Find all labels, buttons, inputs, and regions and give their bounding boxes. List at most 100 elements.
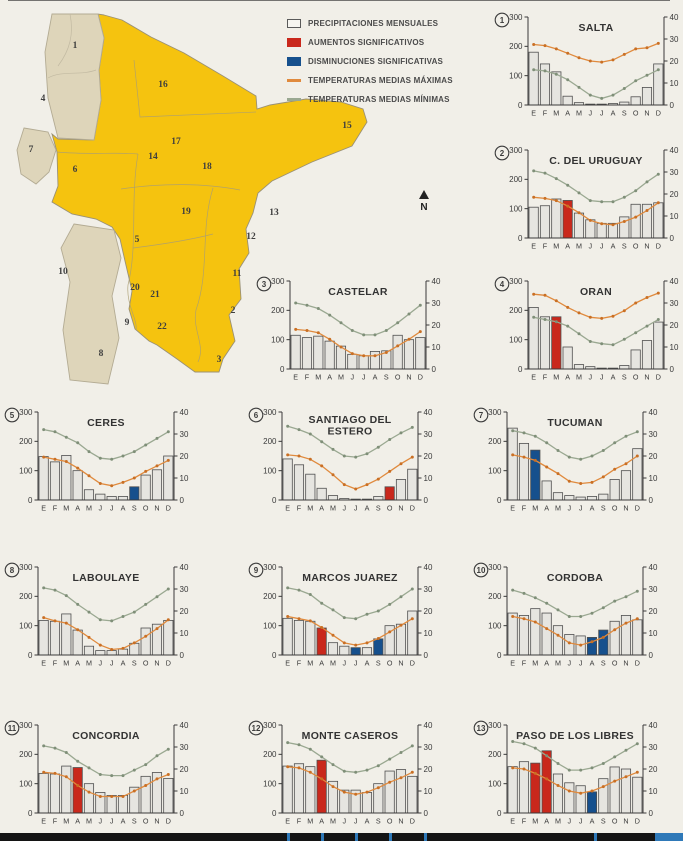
map-station-number: 11 xyxy=(233,269,242,279)
chart-title: CERES xyxy=(87,417,125,429)
month-label: M xyxy=(330,504,336,513)
temp-axis-tick-label: 10 xyxy=(670,79,679,88)
other-region-northwest xyxy=(44,13,105,141)
strip-block xyxy=(655,833,683,841)
precip-bar-decrease xyxy=(530,449,541,501)
precip-bar xyxy=(575,785,586,814)
temp-orange-line xyxy=(533,42,659,63)
temp-axis-tick-label: 0 xyxy=(649,809,654,818)
temp-axis-tick-label: 40 xyxy=(180,563,189,572)
temp-orange-line-dot xyxy=(622,52,626,56)
temp-axis-tick-label: 40 xyxy=(649,408,658,417)
temp-gray-line-dot xyxy=(635,742,639,746)
temp-orange-line-dot xyxy=(634,301,638,305)
temp-gray-line-dot xyxy=(297,588,301,592)
temp-orange-line-dot xyxy=(365,483,369,487)
temp-gray-line-dot xyxy=(342,454,346,458)
temp-orange-line-dot xyxy=(365,641,369,645)
temp-orange-line-dot xyxy=(590,480,594,484)
temp-orange-line-dot xyxy=(144,784,148,787)
map-station-number: 12 xyxy=(246,232,256,242)
precip-bar xyxy=(163,777,174,814)
temp-orange-line xyxy=(287,615,413,646)
temp-gray-line-dot xyxy=(42,428,46,432)
temp-axis-tick-label: 20 xyxy=(649,607,658,616)
temp-axis-tick-label: 10 xyxy=(180,787,189,796)
legend-item-label: TEMPERATURAS MEDIAS MÁXIMAS xyxy=(308,76,453,85)
month-label: E xyxy=(285,817,290,826)
temp-gray-line-dot xyxy=(532,68,536,72)
precip-bar xyxy=(641,340,653,370)
precip-bar xyxy=(373,496,384,501)
station-number: 1 xyxy=(500,16,505,25)
temp-orange-line-dot xyxy=(388,780,392,784)
month-label: M xyxy=(330,817,336,826)
temp-gray-line-dot xyxy=(76,441,80,445)
month-label: E xyxy=(531,373,536,382)
month-label: O xyxy=(612,817,618,826)
precip-bar-increase xyxy=(551,316,562,370)
month-label: F xyxy=(522,504,527,513)
strip-tick xyxy=(424,833,427,841)
temp-orange-line-dot xyxy=(384,351,388,354)
temp-gray-line-dot xyxy=(132,768,136,772)
temp-axis-tick-label: 0 xyxy=(180,809,185,818)
temp-orange-line-dot xyxy=(601,635,605,639)
north-label: N xyxy=(420,202,427,213)
month-label: M xyxy=(553,242,559,251)
precip-axis-tick-label: 300 xyxy=(271,277,285,286)
precip-axis-tick-label: 200 xyxy=(488,437,502,446)
precip-bar xyxy=(551,71,562,106)
temp-gray-line-dot xyxy=(342,616,346,620)
station-number-circle xyxy=(494,145,510,161)
precip-bar xyxy=(106,496,117,501)
temp-gray-line-dot xyxy=(590,454,594,458)
station-number-circle xyxy=(473,720,489,736)
temp-orange-line-dot xyxy=(286,615,290,618)
precip-axis-tick-label: 100 xyxy=(263,779,277,788)
precip-bar-decrease xyxy=(129,486,140,501)
temp-gray-line-dot xyxy=(331,763,335,767)
month-label: M xyxy=(338,373,344,382)
month-label: O xyxy=(143,659,149,668)
temp-orange-line-dot xyxy=(532,195,536,199)
month-label: J xyxy=(600,109,604,118)
temp-orange-line xyxy=(43,456,169,487)
month-label: D xyxy=(166,504,171,513)
temp-gray-line-dot xyxy=(87,450,91,454)
month-label: J xyxy=(589,373,593,382)
temp-orange-line-dot xyxy=(64,775,68,779)
month-label: A xyxy=(544,817,549,826)
precip-axis-tick-label: 0 xyxy=(280,365,285,374)
temp-axis-tick-label: 40 xyxy=(180,721,189,730)
temp-gray-line-dot xyxy=(588,199,592,203)
temp-gray-line-dot xyxy=(297,428,301,432)
temp-gray-line-dot xyxy=(532,315,536,319)
temp-orange-line-dot xyxy=(622,220,626,223)
strip-tick xyxy=(389,833,392,841)
precip-axis-tick-label: 100 xyxy=(19,466,33,475)
legend-item-label: DISMINUCIONES SIGNIFICATIVAS xyxy=(308,57,444,66)
month-label: J xyxy=(99,817,103,826)
temp-gray-line-dot xyxy=(308,593,312,596)
month-label: F xyxy=(297,659,302,668)
month-label: D xyxy=(418,373,423,382)
month-label: D xyxy=(635,817,640,826)
month-label: S xyxy=(622,109,627,118)
temp-orange-line-dot xyxy=(376,477,380,481)
temp-axis-tick-label: 30 xyxy=(180,743,189,752)
temp-axis-tick-label: 20 xyxy=(670,57,679,66)
temp-orange-line xyxy=(43,616,169,651)
precip-bar xyxy=(539,316,551,370)
month-label: O xyxy=(143,817,149,826)
temp-gray-line-dot xyxy=(331,447,335,451)
map-station-number: 4 xyxy=(41,94,46,104)
temp-axis-tick-label: 40 xyxy=(670,13,679,22)
temp-axis-tick-label: 40 xyxy=(180,408,189,417)
month-label: M xyxy=(307,817,313,826)
temp-gray-line-dot xyxy=(624,595,628,599)
precip-axis-tick-label: 300 xyxy=(488,563,502,572)
precip-axis-tick-label: 300 xyxy=(263,563,277,572)
temp-axis-tick-label: 40 xyxy=(424,563,433,572)
precip-axis-tick-label: 200 xyxy=(19,592,33,601)
